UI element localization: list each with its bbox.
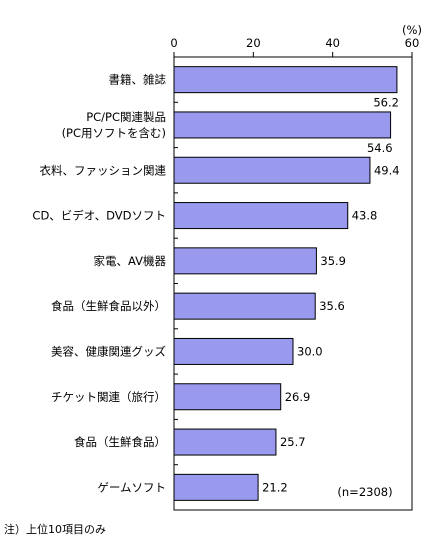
category-label: (PC用ソフトを含む) <box>62 126 166 140</box>
value-label: 49.4 <box>374 163 400 177</box>
value-label: 54.6 <box>367 141 393 155</box>
category-labels: 書籍、雑誌 PC/PC関連製品 (PC用ソフトを含む) 衣料、ファッション関連 CD、ビ… <box>32 73 166 495</box>
bar <box>173 292 316 320</box>
bar <box>173 428 277 456</box>
category-label: 衣料、ファッション関連 <box>40 163 167 177</box>
x-tick-label: 60 <box>405 36 420 50</box>
value-label: 35.6 <box>319 299 345 313</box>
value-label: 21.2 <box>262 480 288 494</box>
value-label: 25.7 <box>280 435 306 449</box>
value-label: 43.8 <box>352 209 378 223</box>
category-label: 書籍、雑誌 <box>109 73 167 87</box>
value-label: 35.9 <box>320 254 346 268</box>
x-tick-label: 40 <box>325 36 340 50</box>
x-axis-ticks: 0 20 40 60 <box>170 36 419 57</box>
category-label: 食品（生鮮食品以外） <box>51 299 166 313</box>
x-tick-label: 20 <box>246 36 261 50</box>
value-label: 26.9 <box>285 390 311 404</box>
value-labels: 56.2 54.6 49.4 43.8 35.9 35.6 30.0 26.9 25.7 21.2 <box>262 96 399 495</box>
axis-unit-label: (%) <box>402 23 422 37</box>
category-label: 家電、AV機器 <box>94 254 167 268</box>
bar <box>173 202 349 230</box>
value-label: 30.0 <box>297 344 323 358</box>
bar <box>173 156 371 184</box>
bar <box>173 247 317 275</box>
category-label: ゲームソフト <box>97 480 166 494</box>
x-tick-label: 0 <box>170 36 177 50</box>
category-label: 美容、健康関連グッズ <box>51 344 166 358</box>
footnote: 注）上位10項目のみ <box>4 523 106 536</box>
bar <box>173 337 294 365</box>
category-label: PC/PC関連製品 <box>86 110 166 124</box>
category-label: CD、ビデオ、DVDソフト <box>32 209 166 223</box>
plot-area <box>173 56 413 511</box>
sample-size-label: (n=2308) <box>337 485 392 499</box>
bar <box>173 383 282 411</box>
category-label: チケット関連（旅行） <box>51 390 166 404</box>
bar <box>173 473 259 501</box>
category-label: 食品（生鮮食品） <box>74 435 166 449</box>
value-label: 56.2 <box>373 96 399 110</box>
bar <box>173 66 398 94</box>
bar <box>173 111 392 139</box>
